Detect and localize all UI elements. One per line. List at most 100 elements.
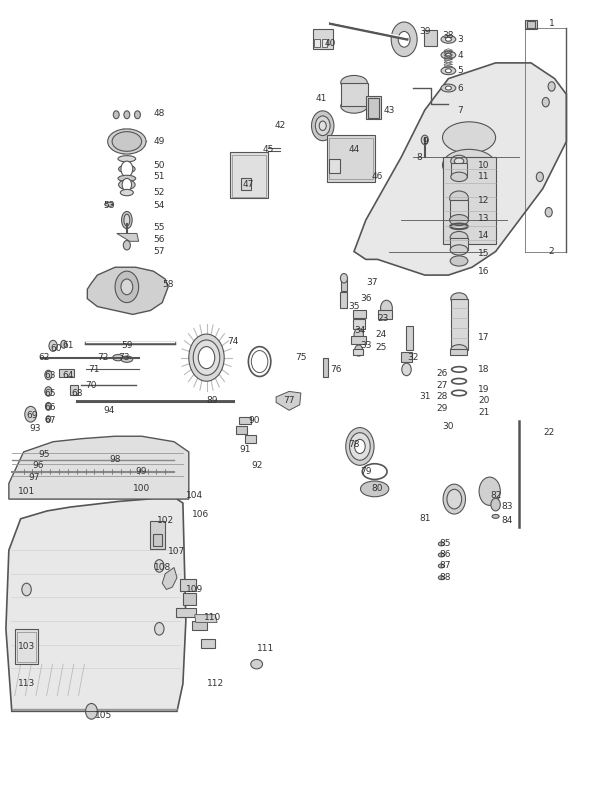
Ellipse shape	[451, 292, 467, 304]
Text: 107: 107	[168, 547, 186, 556]
Ellipse shape	[438, 553, 444, 556]
Text: 5: 5	[457, 66, 463, 75]
Ellipse shape	[107, 129, 146, 154]
Text: 7: 7	[457, 105, 463, 115]
Text: 69: 69	[27, 410, 38, 420]
Ellipse shape	[438, 542, 444, 545]
Ellipse shape	[451, 344, 467, 354]
Text: 103: 103	[18, 641, 35, 651]
Bar	[424, 30, 437, 46]
Text: 66: 66	[44, 402, 56, 412]
Bar	[313, 29, 333, 49]
Text: 35: 35	[348, 302, 360, 311]
Text: 6: 6	[457, 83, 463, 93]
Ellipse shape	[122, 211, 132, 229]
Ellipse shape	[454, 158, 464, 164]
Ellipse shape	[441, 67, 455, 75]
Text: 71: 71	[88, 365, 100, 374]
Ellipse shape	[438, 575, 444, 579]
Text: 102: 102	[156, 516, 174, 525]
Text: 54: 54	[153, 201, 165, 211]
Text: 41: 41	[316, 94, 327, 103]
Bar	[353, 319, 365, 329]
Circle shape	[124, 111, 130, 119]
Ellipse shape	[438, 564, 444, 567]
Text: 70: 70	[86, 380, 97, 390]
Text: 3: 3	[457, 35, 463, 44]
Polygon shape	[354, 63, 566, 275]
Text: 93: 93	[30, 424, 41, 433]
Circle shape	[155, 560, 164, 572]
Polygon shape	[162, 567, 177, 590]
Bar	[153, 534, 162, 546]
Text: 53: 53	[103, 201, 115, 211]
Text: 73: 73	[118, 353, 130, 362]
Circle shape	[25, 406, 37, 422]
Circle shape	[545, 208, 552, 217]
Text: 105: 105	[94, 711, 112, 720]
Ellipse shape	[450, 232, 468, 244]
Text: 112: 112	[206, 679, 224, 689]
Bar	[245, 435, 256, 443]
Bar	[368, 98, 379, 118]
Circle shape	[61, 340, 67, 348]
Text: 8: 8	[416, 152, 422, 162]
Bar	[451, 163, 467, 177]
Text: 72: 72	[97, 353, 109, 362]
Text: 84: 84	[502, 516, 513, 525]
Text: 33: 33	[360, 341, 372, 351]
Bar	[192, 621, 206, 630]
Ellipse shape	[441, 51, 455, 59]
Text: 10: 10	[478, 160, 490, 170]
Text: 43: 43	[384, 105, 395, 115]
Bar	[450, 238, 468, 250]
Text: 17: 17	[478, 333, 490, 343]
Text: 57: 57	[153, 247, 165, 256]
Text: 79: 79	[360, 467, 372, 476]
Ellipse shape	[445, 37, 451, 42]
Bar	[176, 608, 196, 617]
Circle shape	[86, 703, 97, 719]
Circle shape	[391, 22, 417, 57]
Polygon shape	[195, 615, 217, 623]
Bar	[406, 326, 413, 350]
Ellipse shape	[441, 84, 455, 92]
Ellipse shape	[451, 172, 467, 182]
Text: 68: 68	[71, 388, 83, 398]
Text: 104: 104	[186, 490, 204, 500]
Bar	[450, 200, 468, 220]
Text: 91: 91	[239, 445, 251, 454]
Text: 13: 13	[478, 214, 490, 223]
Text: 15: 15	[478, 248, 490, 258]
Bar	[341, 279, 347, 291]
Text: 11: 11	[478, 172, 490, 182]
Circle shape	[421, 135, 428, 145]
Ellipse shape	[193, 340, 219, 376]
Polygon shape	[87, 267, 168, 314]
Circle shape	[402, 363, 411, 376]
Text: 98: 98	[109, 455, 121, 465]
Bar	[442, 157, 496, 244]
Ellipse shape	[251, 659, 263, 669]
Circle shape	[115, 271, 139, 303]
Bar	[17, 632, 36, 662]
Polygon shape	[276, 391, 301, 410]
Circle shape	[45, 402, 51, 410]
Ellipse shape	[349, 432, 371, 460]
Ellipse shape	[450, 255, 468, 266]
Circle shape	[22, 638, 31, 651]
Ellipse shape	[319, 121, 326, 130]
Text: 24: 24	[375, 329, 386, 339]
Text: 32: 32	[407, 353, 419, 362]
Text: 81: 81	[419, 514, 431, 523]
Ellipse shape	[445, 86, 451, 90]
Text: 45: 45	[263, 145, 274, 154]
Text: 44: 44	[348, 145, 360, 154]
Bar	[70, 385, 78, 395]
Polygon shape	[9, 436, 189, 499]
Bar	[451, 299, 468, 350]
Circle shape	[113, 111, 119, 119]
Text: 12: 12	[478, 196, 490, 205]
Ellipse shape	[492, 514, 499, 519]
Bar	[323, 358, 328, 377]
